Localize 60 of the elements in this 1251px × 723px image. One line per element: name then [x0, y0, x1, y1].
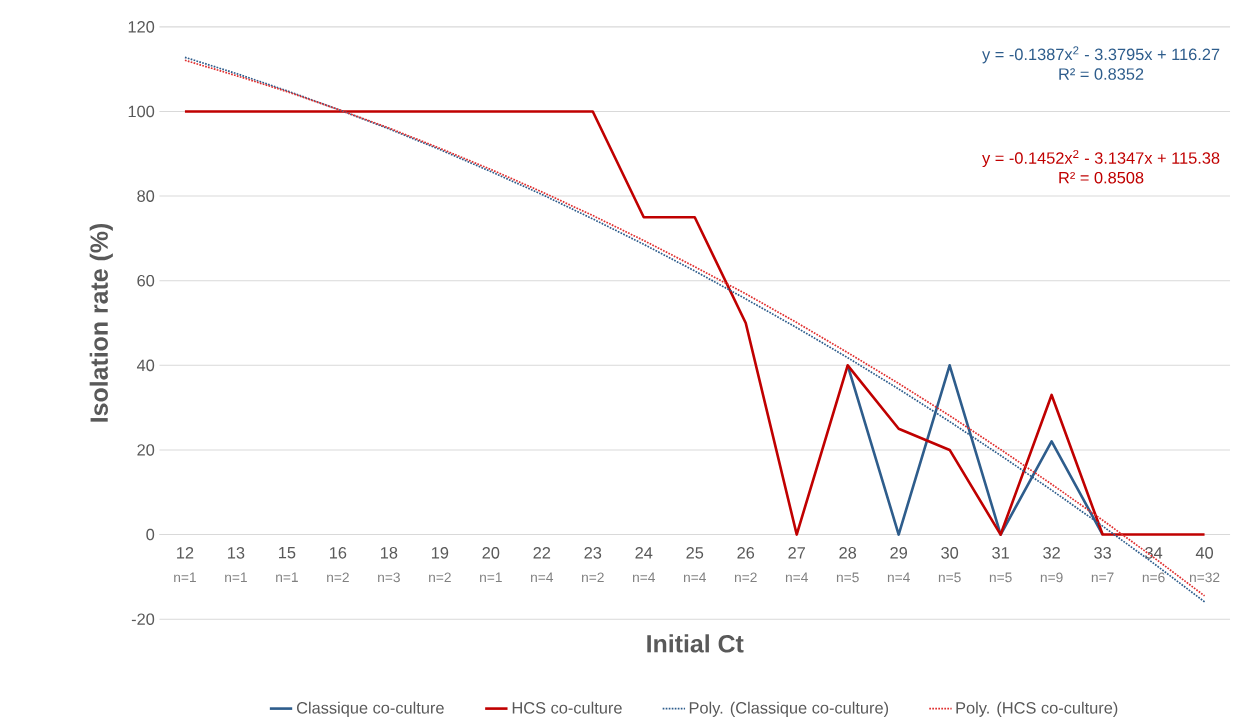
x-tick-label: 22	[533, 546, 551, 559]
y-tick-label: 80	[137, 190, 155, 202]
annotation: n=9	[1040, 572, 1063, 583]
annotation: n=6	[1142, 572, 1165, 583]
annotation: n=2	[734, 572, 757, 582]
annotation: n=1	[276, 572, 298, 582]
legend-label: HCS co-culture	[512, 701, 622, 714]
x-tick-label: 20	[482, 546, 500, 559]
annotation: R² = 0.8508	[1059, 171, 1144, 184]
x-tick-label: 12	[177, 546, 194, 559]
legend-label: Poly. (HCS co-culture)	[956, 701, 1118, 717]
annotation: n=5	[836, 572, 859, 583]
x-tick-label: 16	[330, 546, 347, 559]
annotation: n=2	[582, 572, 604, 582]
y-tick-label: 60	[137, 274, 155, 287]
x-tick-label: 18	[381, 546, 398, 559]
y-tick-label: 120	[128, 20, 155, 33]
annotation: n=7	[1091, 572, 1114, 582]
annotation: n=3	[378, 572, 400, 583]
x-tick-label: 27	[788, 546, 805, 559]
annotation: n=5	[989, 572, 1012, 583]
x-tick-label: 34	[1145, 546, 1163, 559]
y-tick-label: 40	[136, 359, 155, 371]
x-tick-label: 33	[1094, 546, 1111, 559]
x-tick-label: 24	[635, 546, 653, 559]
annotation: n=2	[327, 572, 349, 582]
legend-label: Classique co-culture	[296, 701, 444, 717]
y-tick-label: -20	[131, 613, 155, 625]
x-tick-label: 26	[737, 546, 755, 559]
annotation: n=4	[887, 572, 910, 582]
annotation: y = -0.1452x$^{2}$ - 3.1347x + 115.38	[982, 149, 1220, 167]
annotation: n=2	[429, 572, 451, 582]
annotation: n=4	[531, 572, 554, 582]
y-axis-title: Isolation rate (%)	[89, 223, 113, 422]
annotation: n=4	[633, 572, 656, 582]
annotation: y = -0.1387x$^{2}$ - 3.3795x + 116.27	[982, 46, 1220, 64]
x-axis-title: Initial Ct	[647, 634, 744, 653]
x-tick-label: 28	[839, 546, 857, 559]
annotation: R² = 0.8352	[1059, 68, 1144, 80]
y-tick-label: 20	[137, 443, 155, 456]
x-tick-label: 23	[584, 546, 602, 559]
x-tick-label: 30	[941, 546, 959, 559]
x-tick-label: 32	[1043, 546, 1060, 559]
annotation: n=1	[174, 572, 196, 582]
legend-label: Poly. (Classique co-culture)	[689, 701, 889, 717]
y-tick-label: 100	[128, 105, 155, 118]
y-tick-label: 0	[146, 528, 155, 541]
x-tick-label: 25	[686, 546, 704, 559]
x-tick-label: 13	[228, 546, 245, 559]
annotation: n=4	[683, 572, 706, 582]
x-tick-label: 19	[431, 546, 449, 559]
annotation: n=32	[1189, 572, 1220, 583]
annotation: n=5	[938, 572, 961, 583]
annotation: n=4	[785, 572, 808, 582]
x-tick-label: 29	[890, 546, 908, 559]
x-tick-label: 15	[279, 546, 296, 559]
annotation: n=1	[225, 572, 247, 582]
annotation: n=1	[480, 572, 502, 582]
x-tick-label: 40	[1195, 546, 1214, 559]
x-tick-label: 31	[992, 546, 1009, 559]
